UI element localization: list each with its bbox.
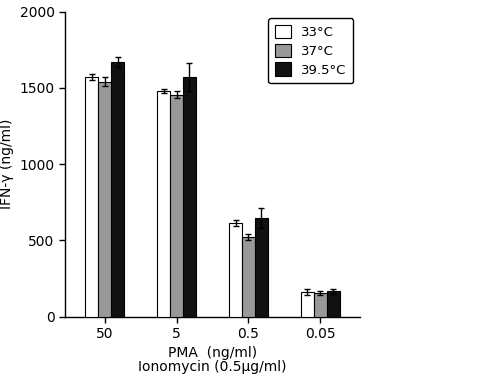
Text: Ionomycin (0.5μg/ml): Ionomycin (0.5μg/ml) <box>138 361 287 374</box>
Bar <box>85 77 98 317</box>
Bar <box>229 223 242 317</box>
Bar <box>314 293 327 317</box>
Bar <box>183 77 196 317</box>
Bar <box>301 292 314 317</box>
Bar <box>327 291 340 317</box>
Bar <box>157 91 170 317</box>
Bar <box>255 218 268 317</box>
Legend: 33°C, 37°C, 39.5°C: 33°C, 37°C, 39.5°C <box>268 18 354 83</box>
Y-axis label: IFN-γ (ng/ml): IFN-γ (ng/ml) <box>0 119 14 209</box>
Bar <box>111 62 124 317</box>
Bar <box>242 237 255 317</box>
X-axis label: PMA  (ng/ml): PMA (ng/ml) <box>168 347 257 361</box>
Bar <box>98 82 111 317</box>
Bar <box>170 95 183 317</box>
